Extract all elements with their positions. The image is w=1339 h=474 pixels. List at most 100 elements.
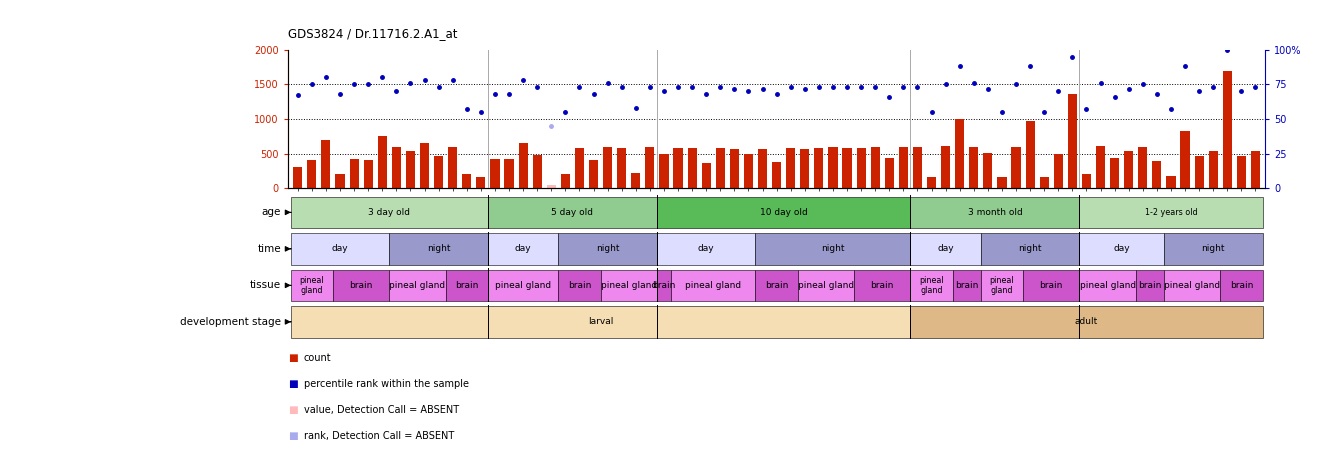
- Bar: [786, 148, 795, 188]
- Bar: [645, 147, 655, 188]
- Text: night: night: [596, 245, 620, 253]
- Bar: [657, 233, 755, 264]
- Bar: [941, 146, 951, 188]
- Text: night: night: [821, 245, 845, 253]
- Bar: [1067, 94, 1077, 188]
- Bar: [291, 306, 911, 337]
- Bar: [446, 270, 487, 301]
- Bar: [981, 270, 1023, 301]
- Bar: [1138, 146, 1148, 188]
- Text: brain: brain: [349, 281, 372, 290]
- Bar: [911, 270, 952, 301]
- Bar: [487, 233, 558, 264]
- Bar: [291, 270, 333, 301]
- Bar: [758, 149, 767, 188]
- Text: pineal gland: pineal gland: [390, 281, 446, 290]
- Bar: [801, 149, 809, 188]
- Bar: [392, 146, 400, 188]
- Bar: [1220, 270, 1263, 301]
- Text: value, Detection Call = ABSENT: value, Detection Call = ABSENT: [304, 405, 459, 415]
- Bar: [617, 148, 627, 188]
- Bar: [449, 146, 457, 188]
- Bar: [1251, 151, 1260, 188]
- Text: pineal gland: pineal gland: [495, 281, 552, 290]
- Bar: [333, 270, 390, 301]
- Bar: [390, 270, 446, 301]
- Bar: [857, 148, 866, 188]
- Bar: [307, 161, 316, 188]
- Text: brain: brain: [568, 281, 590, 290]
- Text: tissue: tissue: [250, 280, 281, 291]
- Bar: [518, 143, 528, 188]
- Bar: [1079, 197, 1263, 228]
- Text: pineal gland: pineal gland: [798, 281, 854, 290]
- Bar: [589, 161, 599, 188]
- Text: ■: ■: [288, 405, 297, 415]
- Bar: [546, 185, 556, 188]
- Bar: [1097, 146, 1105, 188]
- Bar: [755, 233, 911, 264]
- Text: 3 month old: 3 month old: [968, 208, 1022, 217]
- Bar: [533, 155, 542, 188]
- Bar: [885, 158, 894, 188]
- Text: pineal gland: pineal gland: [1164, 281, 1220, 290]
- Bar: [674, 148, 683, 188]
- Text: day: day: [332, 245, 348, 253]
- Bar: [601, 270, 657, 301]
- Text: 10 day old: 10 day old: [759, 208, 807, 217]
- Bar: [870, 147, 880, 188]
- Bar: [487, 197, 657, 228]
- Bar: [716, 148, 724, 188]
- Text: brain: brain: [765, 281, 789, 290]
- Bar: [477, 177, 486, 188]
- Text: ■: ■: [288, 431, 297, 441]
- Bar: [1026, 121, 1035, 188]
- Bar: [911, 197, 1079, 228]
- Bar: [364, 161, 372, 188]
- Text: age: age: [262, 207, 281, 218]
- Text: development stage: development stage: [181, 317, 281, 327]
- Text: adult: adult: [1075, 318, 1098, 326]
- Bar: [390, 233, 487, 264]
- Text: day: day: [698, 245, 715, 253]
- Bar: [1110, 158, 1119, 188]
- Bar: [829, 147, 837, 188]
- Text: night: night: [1019, 245, 1042, 253]
- Bar: [336, 174, 344, 188]
- Text: brain: brain: [1229, 281, 1253, 290]
- Text: brain: brain: [1138, 281, 1161, 290]
- Text: ■: ■: [288, 379, 297, 389]
- Bar: [842, 148, 852, 188]
- Text: brain: brain: [955, 281, 979, 290]
- Text: ■: ■: [288, 353, 297, 363]
- Bar: [952, 270, 981, 301]
- Bar: [913, 147, 923, 188]
- Bar: [1039, 177, 1048, 188]
- Bar: [434, 155, 443, 188]
- Bar: [349, 159, 359, 188]
- Bar: [927, 177, 936, 188]
- Bar: [1079, 233, 1164, 264]
- Bar: [854, 270, 911, 301]
- Bar: [657, 197, 911, 228]
- Text: pineal gland: pineal gland: [1079, 281, 1135, 290]
- Text: percentile rank within the sample: percentile rank within the sample: [304, 379, 469, 389]
- Bar: [378, 137, 387, 188]
- Text: night: night: [427, 245, 450, 253]
- Bar: [420, 143, 428, 188]
- Bar: [603, 146, 612, 188]
- Text: pineal gland: pineal gland: [686, 281, 742, 290]
- Bar: [558, 270, 601, 301]
- Text: rank, Detection Call = ABSENT: rank, Detection Call = ABSENT: [304, 431, 454, 441]
- Bar: [1079, 270, 1135, 301]
- Bar: [1164, 270, 1220, 301]
- Bar: [730, 149, 739, 188]
- Bar: [1237, 156, 1247, 188]
- Bar: [1164, 233, 1263, 264]
- Bar: [814, 148, 823, 188]
- Bar: [1166, 176, 1176, 188]
- Bar: [291, 233, 390, 264]
- Text: 5 day old: 5 day old: [552, 208, 593, 217]
- Text: time: time: [257, 244, 281, 254]
- Bar: [1054, 154, 1063, 188]
